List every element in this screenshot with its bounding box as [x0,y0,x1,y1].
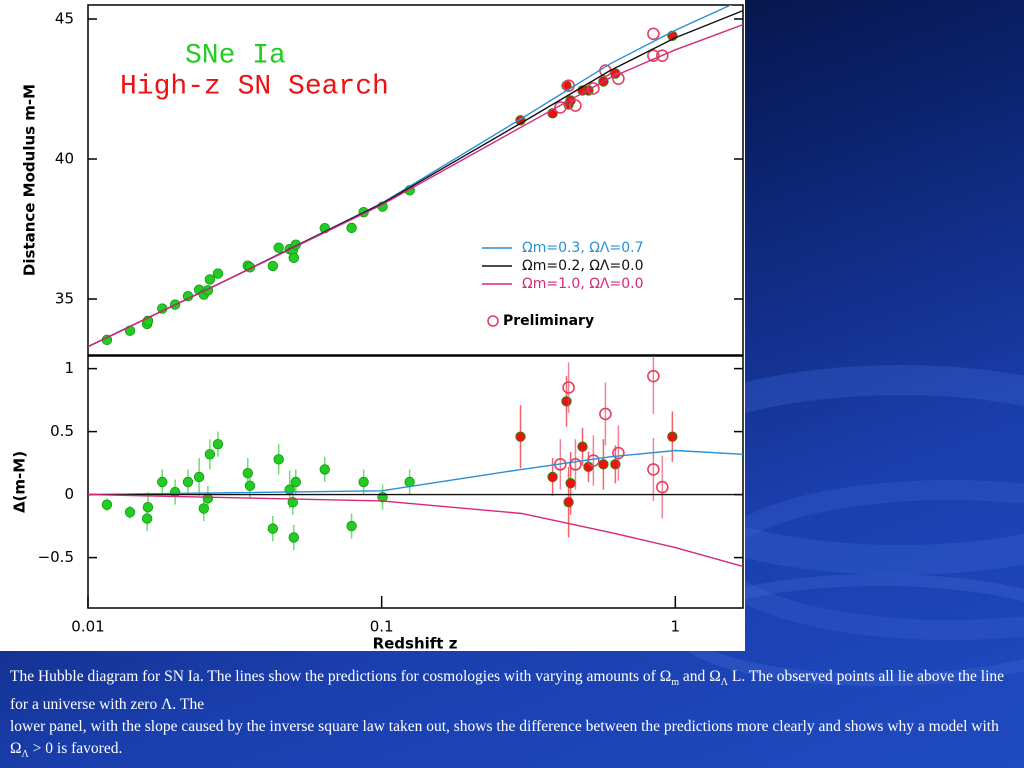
data-point [290,476,301,488]
data-point [346,222,357,234]
y-axis-label: Δ(m-M) [11,451,29,513]
caption-text: Ω [659,668,672,685]
data-point [612,72,625,85]
caption-text: Ω [10,740,22,758]
legend-label: Ωm=1.0, ΩΛ=0.0 [522,276,644,292]
data-point [599,407,612,421]
data-point [142,502,154,513]
data-point [612,446,625,460]
data-point [358,476,369,488]
data-point [563,496,574,508]
legend-swatch [487,315,499,327]
data-point [244,480,256,491]
caption-subscript: m [671,677,680,689]
data-point [267,260,279,272]
data-point [547,471,558,483]
data-point [569,458,582,471]
caption-text: L. The observed points all lie above the… [10,668,1005,714]
y-tick-label: 1 [64,359,74,377]
data-point [562,381,575,394]
x-tick-label: 1 [671,618,681,636]
data-point [554,101,567,114]
caption-paragraph: The Hubble diagram for SN Ia. The lines … [10,666,1016,716]
data-point [157,476,168,488]
data-point [647,49,660,62]
data-point [124,325,136,336]
data-point [204,449,216,460]
caption: The Hubble diagram for SN Ia. The lines … [10,666,1016,766]
x-axis-label: Redshift z [373,635,458,652]
data-point [565,478,576,489]
data-point [204,274,216,285]
caption-text: The Hubble diagram for SN Ia. The lines … [10,668,660,685]
data-point [319,464,330,475]
data-point [288,532,299,543]
data-point [647,463,660,476]
data-point [141,513,153,524]
data-point [287,496,298,508]
data-point [561,396,572,407]
data-point [182,476,194,488]
data-point [267,523,279,534]
data-point [288,252,299,264]
model-line [88,23,743,348]
data-point [667,431,678,442]
y-tick-label: 40 [55,150,74,168]
caption-subscript: Λ [720,677,728,689]
data-point [101,499,113,510]
data-point [346,520,357,532]
caption-text: lower panel, with the slope caused by th… [10,718,999,736]
caption-subscript: Λ [21,749,29,761]
model-line [88,493,743,568]
x-tick-label: 0.01 [71,618,104,636]
annotation: SNe Ia [185,40,286,71]
data-point [647,369,660,383]
y-tick-label: 0 [64,485,74,503]
y-tick-label: 0.5 [50,422,74,440]
model-line [88,449,743,496]
data-point [587,82,600,95]
data-point [169,486,181,498]
legend-label: Preliminary [503,313,594,329]
y-tick-label: −0.5 [38,548,74,566]
data-point [273,454,284,465]
caption-text: and [679,668,710,685]
data-point [656,480,669,494]
data-point [577,441,588,452]
plot-area [88,5,743,348]
data-point [124,507,136,518]
plot-area [88,356,743,568]
x-tick-label: 0.1 [370,618,394,636]
legend-label: Ωm=0.2, ΩΛ=0.0 [522,258,644,274]
data-point [273,242,284,253]
y-axis-label: Distance Modulus m-M [21,84,39,276]
y-tick-label: 45 [55,10,74,28]
data-point [212,439,224,450]
caption-text: Ω [709,668,721,685]
data-point [656,49,669,62]
chart: SNe Ia High-z SN Search Distance Modulus… [10,4,744,652]
data-point [212,268,224,279]
data-point [569,99,582,112]
data-point [193,471,205,483]
plot-frame [87,355,744,609]
data-point [242,467,253,479]
data-point [647,27,660,41]
caption-paragraph: lower panel, with the slope caused by th… [10,716,1016,766]
y-tick-label: 35 [55,290,74,308]
data-point [198,503,210,514]
data-point [598,459,609,470]
annotation: High-z SN Search [120,71,389,102]
legend-label: Ωm=0.3, ΩΛ=0.7 [522,240,644,256]
caption-text: > 0 is favored. [28,740,123,758]
data-point [515,431,526,442]
plot-frame [87,4,744,356]
